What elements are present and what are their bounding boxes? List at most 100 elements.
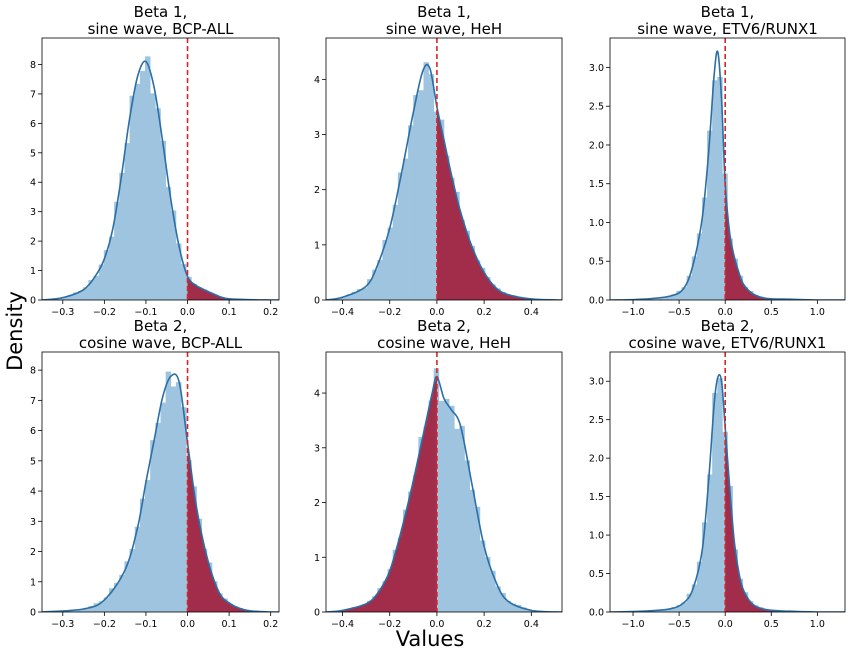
histogram-bar: [717, 378, 723, 612]
histogram-bar: [479, 540, 486, 612]
x-tick-label: −0.2: [93, 307, 116, 318]
subplot-title-line-1: Beta 2,: [417, 317, 471, 335]
histogram-bar: [444, 398, 450, 612]
y-tick-label: 0: [314, 296, 320, 307]
histogram-bar: [485, 557, 491, 612]
y-tick-label: 2.5: [589, 102, 604, 113]
shaded-area: [725, 427, 845, 612]
histogram-bar: [83, 287, 89, 300]
subplot-6: −1.0 −0.5 0.0 0.5 1.0 0.0 0.5 1.0 1.5 2.0 2.5 3.0 Be…: [589, 317, 846, 630]
subplot-title-line-2: cosine wave, BCP-ALL: [79, 334, 243, 352]
x-tick-label: −0.1: [134, 307, 157, 318]
y-tick-label: 7: [30, 89, 36, 100]
histogram-bar: [661, 296, 667, 300]
histogram-bar: [691, 584, 698, 612]
histogram-bar: [696, 233, 703, 300]
histogram-bar: [526, 609, 532, 612]
histogram-bar: [361, 287, 368, 300]
histogram-bar: [413, 94, 419, 300]
histogram-bar: [170, 210, 177, 300]
histogram-bar: [160, 140, 166, 300]
subplot-1: −0.3 −0.2 −0.1 0.0 0.1 0.2 0 1 2 3 4 5 6 7 8 Beta 1,sin…: [30, 3, 280, 318]
histogram-bar: [114, 582, 120, 612]
histogram-bar: [510, 603, 517, 612]
y-tick-label: 2.0: [589, 140, 604, 151]
subplot-2: −0.4 −0.2 0.0 0.2 0.4 0 1 2 3 4 Beta 1,sine wave, …: [314, 3, 563, 318]
subplot-5: −0.4 −0.2 0.0 0.2 0.4 0 1 2 3 4 Beta 2,cosine wave…: [314, 317, 563, 630]
x-tick-label: −1.0: [622, 619, 645, 630]
histogram-bar: [78, 291, 84, 300]
histogram-bar: [418, 90, 424, 300]
histogram-bar: [170, 386, 177, 612]
subplot-title-line-2: cosine wave, ETV6/RUNX1: [629, 334, 827, 352]
axes-frame: [325, 351, 563, 613]
y-tick-label: 0.0: [589, 296, 604, 307]
histogram-bar: [701, 197, 708, 300]
y-tick-label: 2: [314, 498, 320, 509]
histogram-bar: [464, 460, 470, 612]
histogram-bar: [438, 400, 445, 612]
histogram-bar: [124, 561, 130, 612]
plot-area: [326, 38, 562, 300]
histogram-bar: [500, 592, 506, 612]
axes-frame: [41, 37, 280, 301]
histogram-bar: [181, 264, 187, 300]
histogram-bar: [676, 290, 682, 300]
histogram-bar: [351, 291, 358, 300]
x-tick-label: 0.2: [263, 619, 278, 630]
kde-curve: [610, 373, 845, 612]
y-tick-label: 1: [30, 577, 36, 588]
y-tick-label: 1: [314, 240, 320, 251]
axes-frame: [609, 351, 846, 613]
histogram-bar: [428, 74, 435, 300]
y-tick-label: 0.5: [589, 257, 604, 268]
histogram-bar: [469, 489, 476, 612]
kde-curve: [610, 50, 845, 300]
histogram-bar: [145, 56, 151, 300]
x-tick-label: 0.0: [429, 307, 444, 318]
axes-frame: [609, 37, 846, 301]
x-tick-label: 1.0: [810, 619, 825, 630]
x-tick-label: −0.5: [668, 307, 691, 318]
shaded-area: [187, 276, 279, 300]
histogram-bar: [124, 143, 130, 300]
histogram-bar: [83, 607, 89, 612]
histogram-bar: [387, 227, 393, 300]
x-tick-label: 0.0: [718, 619, 733, 630]
histogram-bar: [681, 287, 687, 300]
histogram-bar: [372, 269, 378, 300]
y-tick-label: 3: [30, 517, 36, 528]
histogram-bar: [707, 474, 713, 612]
histogram-bar: [495, 586, 501, 612]
x-tick-label: 0.2: [263, 307, 278, 318]
histogram-bar: [346, 294, 352, 300]
histogram-bar: [119, 172, 125, 300]
y-tick-label: 1.0: [589, 218, 604, 229]
histogram-bar: [78, 609, 84, 612]
subplot-title-line-1: Beta 2,: [134, 317, 188, 335]
axes-frame: [325, 37, 563, 301]
histogram-bar: [356, 288, 363, 300]
histogram-bar: [691, 256, 698, 300]
histogram-bar: [93, 275, 99, 300]
y-tick-label: 4: [30, 487, 36, 498]
y-tick-label: 1.5: [589, 492, 604, 503]
shaded-area: [725, 183, 845, 300]
x-tick-label: −0.4: [331, 619, 354, 630]
histogram-bar: [145, 480, 151, 612]
histogram-bar: [712, 392, 718, 612]
y-tick-label: 5: [30, 148, 36, 159]
histogram-bar: [505, 601, 511, 612]
subplot-title-line-1: Beta 1,: [134, 3, 188, 21]
histogram-bar: [98, 601, 105, 612]
histogram-bar: [655, 297, 662, 300]
y-tick-label: 1.0: [589, 531, 604, 542]
histogram-bar: [402, 158, 409, 300]
histogram-bar: [139, 70, 146, 300]
y-tick-label: 3: [314, 130, 320, 141]
histogram-bar: [717, 76, 723, 300]
histogram-bar: [93, 603, 99, 612]
histogram-bar: [150, 440, 156, 612]
histogram-bar: [666, 296, 672, 300]
histogram-bar: [433, 111, 440, 300]
